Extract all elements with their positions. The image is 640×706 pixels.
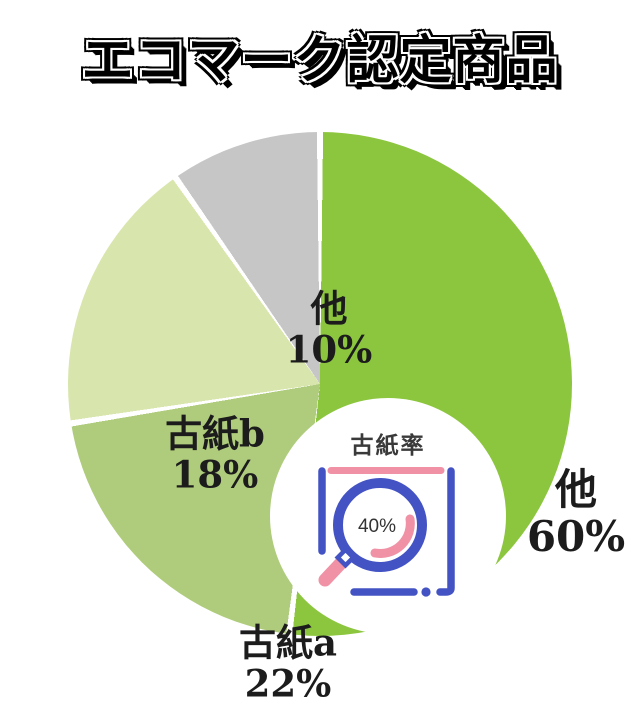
frame-right-edge	[436, 467, 455, 596]
slice-name: 古紙a	[239, 620, 337, 665]
handle-connector	[334, 546, 357, 569]
frame-bottom-dot	[421, 587, 431, 597]
center-value: 40%	[358, 516, 396, 537]
page-title: エコマーク認定商品	[81, 32, 559, 90]
slice-value: 18%	[171, 453, 259, 497]
slice-value: 10%	[285, 328, 373, 372]
magnifier-icon: 40%	[318, 467, 455, 597]
lens-swoosh	[370, 514, 415, 558]
slice-label-koshi-a: 古紙a 22%	[239, 620, 337, 706]
slice-label-other-10: 他 10%	[285, 286, 373, 372]
center-title: 古紙率	[350, 432, 426, 458]
slice-value: 60%	[526, 512, 626, 561]
slice-label-koshi-b: 古紙b 18%	[165, 411, 265, 497]
slice-name: 古紙b	[165, 411, 265, 456]
slice-name: 他	[554, 464, 598, 514]
magnifier-handle	[318, 556, 348, 587]
slice-label-other-60: 他 60%	[527, 466, 625, 560]
donut-chart: 他 60% 古紙a 22% 古紙b 18% 他 10% 古紙率	[68, 132, 625, 705]
slice-value: 22%	[244, 662, 332, 706]
slice-name: 他	[310, 286, 348, 331]
